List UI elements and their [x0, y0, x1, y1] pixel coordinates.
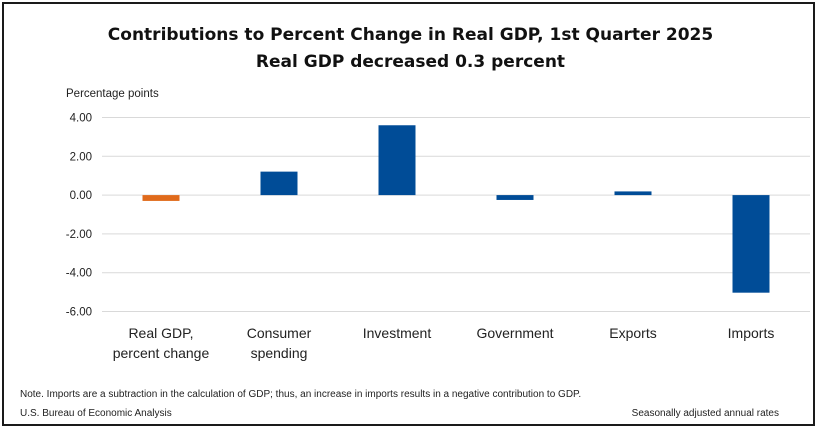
- chart-title: Contributions to Percent Change in Real …: [107, 25, 714, 45]
- source-label: U.S. Bureau of Economic Analysis: [20, 408, 172, 419]
- y-tick-label: -2.00: [66, 229, 92, 241]
- bar: [260, 171, 298, 196]
- category-label: Government: [476, 325, 553, 341]
- bar: [496, 195, 534, 200]
- y-tick-label: -6.00: [66, 307, 92, 319]
- bar: [378, 125, 416, 196]
- y-tick-label: -4.00: [66, 268, 92, 280]
- y-axis-label: Percentage points: [66, 88, 159, 100]
- footnote: Note. Imports are a subtraction in the c…: [20, 389, 582, 400]
- category-label: Imports: [728, 325, 775, 341]
- category-label: Exports: [609, 325, 656, 341]
- y-tick-label: 4.00: [70, 113, 92, 125]
- rates-label: Seasonally adjusted annual rates: [631, 408, 779, 419]
- category-label: Consumer: [247, 325, 312, 341]
- category-label: spending: [251, 345, 308, 361]
- category-label: Real GDP,: [128, 325, 193, 341]
- category-label: percent change: [113, 345, 210, 361]
- bar: [732, 195, 770, 293]
- chart-frame: [2, 2, 815, 426]
- bar: [614, 191, 652, 196]
- category-label: Investment: [363, 325, 432, 341]
- chart-subtitle: Real GDP decreased 0.3 percent: [255, 52, 566, 72]
- y-tick-label: 2.00: [70, 151, 92, 163]
- y-tick-label: 0.00: [70, 190, 92, 202]
- bar: [142, 195, 180, 201]
